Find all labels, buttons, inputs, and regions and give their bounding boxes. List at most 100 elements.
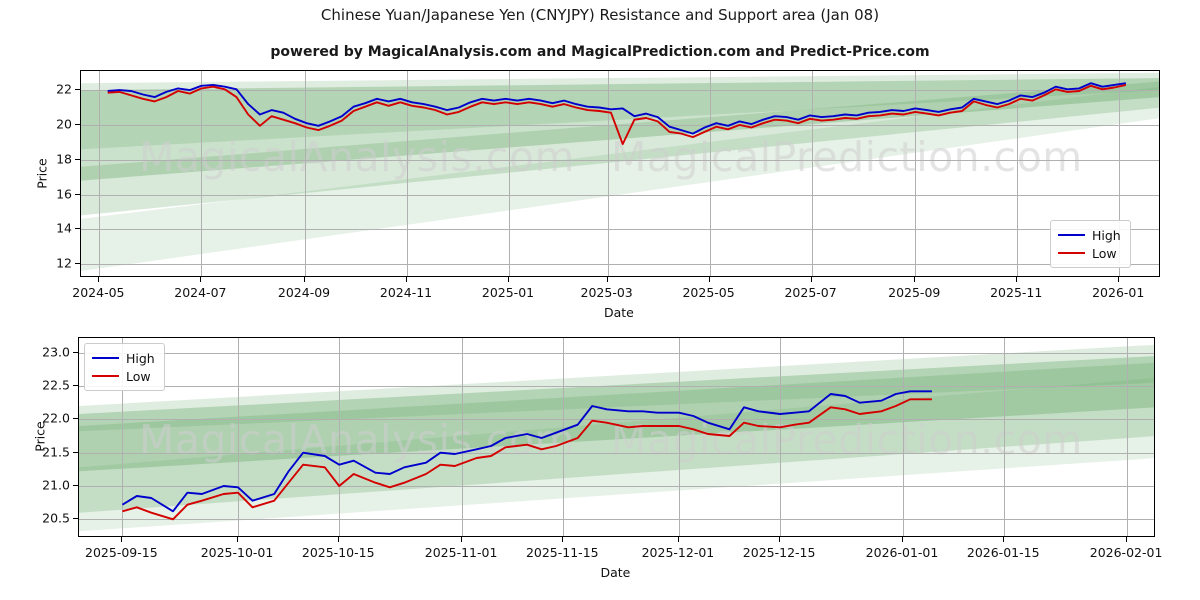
y-axis-tick-label: 21.0 (42, 477, 70, 493)
y-axis-tick-label: 12 (56, 255, 72, 271)
x-axis-tick-mark (677, 537, 679, 542)
x-axis-tick-mark (200, 277, 202, 282)
x-axis-tick-label: 2025-11-15 (525, 545, 599, 560)
gridline-vertical (407, 71, 408, 276)
band-support-wide-lower (81, 86, 1159, 271)
x-axis-tick-label: 2026-01-15 (966, 545, 1040, 560)
y-axis-tick-mark (75, 228, 80, 230)
x-axis-tick-label: 2025-10-01 (200, 545, 274, 560)
gridline-horizontal (81, 264, 1159, 266)
legend-item-high: High (92, 349, 155, 367)
page-title: Chinese Yuan/Japanese Yen (CNYJPY) Resis… (320, 6, 880, 24)
y-axis-tick-label: 23.0 (42, 344, 70, 360)
series-line-high (107, 82, 1127, 135)
y-axis-tick-label: 18 (56, 151, 72, 167)
gridline-horizontal (79, 352, 1154, 354)
gridline-horizontal (79, 452, 1154, 454)
gridline-vertical (563, 338, 565, 536)
series-line-high (121, 390, 932, 513)
y-axis-tick-mark (75, 89, 80, 91)
y-axis-tick-mark (75, 263, 80, 265)
x-axis-tick-mark (779, 537, 781, 542)
x-axis-tick-mark (237, 537, 239, 542)
x-axis-tick-mark (338, 537, 340, 542)
x-axis-tick-mark (406, 277, 407, 282)
y-axis-tick-mark (73, 418, 78, 420)
y-axis-tick-label: 16 (56, 186, 72, 201)
overview-series-layer (107, 82, 1127, 146)
x-axis-tick-label: 2025-09 (888, 285, 941, 300)
legend-swatch-low (1058, 252, 1085, 254)
page-subtitle: powered by MagicalAnalysis.com and Magic… (270, 44, 930, 60)
gridline-vertical (607, 71, 609, 276)
x-axis-tick-mark (810, 277, 812, 282)
overview-band-layer (81, 72, 1159, 271)
x-axis-tick-mark (98, 277, 100, 282)
legend-swatch-high (92, 357, 119, 359)
band-support-wide-lower (79, 378, 1154, 532)
x-axis-tick-label: 2026-01 (1092, 285, 1145, 300)
gridline-vertical (201, 71, 203, 276)
x-axis-tick-label: 2025-05 (682, 285, 735, 300)
gridline-vertical (1004, 338, 1006, 536)
x-axis-tick-mark (708, 277, 710, 282)
x-axis-tick-label: 2025-03 (580, 285, 633, 300)
x-axis-tick-mark (914, 277, 916, 282)
band-resistance-core (79, 356, 1154, 472)
legend-item-low: Low (1058, 244, 1121, 262)
recent-legend: High Low (84, 343, 165, 391)
gridline-vertical (99, 71, 101, 276)
gridline-horizontal (81, 90, 1159, 92)
gridline-horizontal (81, 194, 1159, 196)
x-axis-tick-label: 2025-12-01 (641, 545, 715, 560)
series-line-low (107, 83, 1127, 146)
gridline-vertical (1017, 71, 1019, 276)
x-axis-tick-mark (1016, 277, 1018, 282)
gridline-vertical (811, 71, 813, 276)
recent-band-layer (79, 344, 1154, 532)
x-axis-tick-label: 2024-07 (174, 285, 227, 300)
x-axis-tick-label: 2025-11-01 (424, 545, 498, 560)
y-axis-tick-label: 20.5 (42, 510, 70, 526)
legend-swatch-low (92, 375, 119, 377)
x-axis-tick-mark (507, 277, 509, 282)
gridline-vertical (462, 338, 464, 536)
recent-series-layer (121, 390, 932, 521)
y-axis-tick-mark (73, 451, 78, 453)
y-axis-tick-mark (73, 351, 78, 353)
band-support-mid (79, 362, 1154, 513)
x-axis-tick-label: 2026-01-01 (865, 545, 939, 560)
x-axis-tick-label: 2025-07 (784, 285, 837, 300)
x-axis-tick-mark (1118, 277, 1120, 282)
series-line-low (122, 398, 932, 521)
y-axis-tick-label: 22.5 (42, 377, 70, 393)
gridline-vertical (1127, 338, 1129, 536)
y-axis-tick-mark (75, 123, 80, 125)
gridline-vertical (305, 71, 307, 276)
legend-label-high: High (1092, 227, 1121, 243)
gridline-horizontal (79, 419, 1154, 421)
x-axis-tick-label: 2024-11 (379, 285, 433, 300)
gridline-horizontal (79, 486, 1154, 487)
band-resistance-upper (81, 72, 1159, 150)
y-axis-tick-label: 20 (56, 116, 72, 132)
gridline-vertical (238, 338, 240, 536)
gridline-vertical (915, 71, 917, 276)
y-axis-tick-mark (73, 518, 78, 520)
gridline-horizontal (81, 124, 1159, 126)
y-axis-tick-label: 21.5 (42, 444, 70, 460)
x-axis-tick-mark (304, 277, 306, 282)
gridline-vertical (709, 71, 711, 276)
legend-swatch-high (1058, 234, 1085, 236)
legend-label-low: Low (126, 368, 151, 384)
legend-item-low: Low (92, 367, 155, 385)
x-axis-tick-label: 2026-02-01 (1089, 545, 1163, 560)
overview-legend: High Low (1050, 220, 1131, 268)
x-axis-tick-mark (902, 537, 903, 542)
x-axis-label: Date (604, 305, 634, 320)
x-axis-tick-mark (562, 537, 564, 542)
gridline-vertical (1119, 71, 1121, 276)
legend-label-high: High (126, 350, 155, 366)
legend-label-low: Low (1092, 245, 1117, 261)
